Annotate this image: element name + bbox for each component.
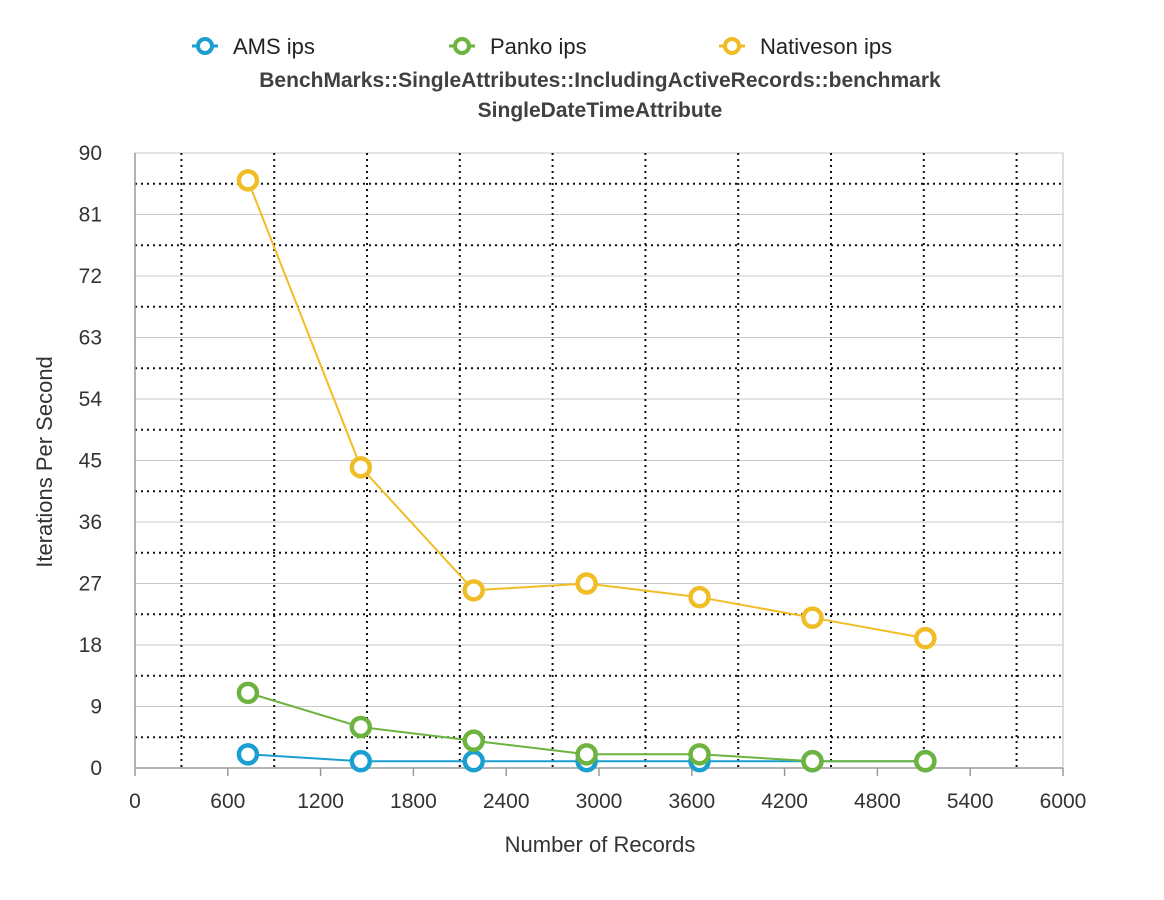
legend-item: Nativeson ips: [719, 34, 892, 59]
legend-label: Panko ips: [490, 34, 587, 59]
y-tick-label: 72: [79, 265, 102, 288]
y-tick-label: 18: [79, 634, 102, 657]
data-point: [914, 749, 937, 773]
series-panko-ips: [236, 681, 937, 773]
plot-area: [134, 152, 1064, 769]
x-tick-label: 6000: [1040, 790, 1087, 813]
series-line: [246, 179, 926, 640]
legend: AMS ips Panko ips Nativeson ips: [192, 34, 892, 59]
x-tick-label: 5400: [947, 790, 994, 813]
data-point: [914, 626, 937, 650]
y-axis-ticks: 0 9 18 27 36 45 54 63 72 81 90: [79, 142, 103, 780]
data-point: [575, 572, 598, 595]
chart-subtitle: SingleDateTimeAttribute: [478, 99, 723, 122]
data-point: [462, 579, 485, 602]
x-tick-label: 3000: [576, 790, 623, 813]
chart-title: BenchMarks::SingleAttributes::IncludingA…: [259, 69, 941, 92]
data-point: [462, 729, 485, 752]
data-point: [801, 749, 824, 773]
x-tick-label: 1200: [297, 790, 344, 813]
legend-item: Panko ips: [449, 34, 587, 59]
y-tick-label: 90: [79, 142, 102, 165]
y-tick-label: 81: [79, 204, 102, 227]
series-nativeson-ips: [236, 169, 937, 650]
data-point: [236, 743, 260, 766]
data-point: [349, 715, 373, 739]
x-tick-label: 0: [129, 790, 141, 813]
data-point: [801, 606, 824, 629]
x-tick-label: 4200: [761, 790, 808, 813]
data-point: [688, 585, 711, 609]
x-tick-label: 3600: [668, 790, 715, 813]
x-tick-label: 4800: [854, 790, 901, 813]
legend-label: AMS ips: [233, 34, 315, 59]
y-tick-label: 9: [90, 696, 102, 719]
x-axis-label: Number of Records: [505, 832, 696, 857]
data-point: [349, 456, 373, 479]
y-tick-label: 27: [79, 573, 102, 596]
y-tick-label: 63: [79, 327, 102, 350]
data-point: [349, 749, 373, 773]
y-tick-label: 0: [90, 757, 102, 780]
legend-marker: [453, 37, 471, 55]
data-series: [236, 169, 937, 773]
legend-marker: [196, 37, 214, 55]
y-axis-label: Iterations Per Second: [32, 356, 57, 568]
y-tick-label: 45: [79, 450, 102, 473]
legend-label: Nativeson ips: [760, 34, 892, 59]
y-tick-label: 54: [79, 388, 103, 411]
x-tick-label: 2400: [483, 790, 530, 813]
data-point: [236, 681, 260, 705]
x-tick-label: 600: [210, 790, 245, 813]
legend-item: AMS ips: [192, 34, 315, 59]
y-tick-label: 36: [79, 511, 102, 534]
data-point: [462, 749, 485, 773]
x-tick-label: 1800: [390, 790, 437, 813]
data-point: [575, 743, 598, 766]
legend-marker: [723, 37, 741, 55]
x-axis-ticks: 0 600 1200 1800 2400 3000 3600 4200 4800 5400 6000: [129, 768, 1086, 813]
data-point: [688, 743, 711, 766]
data-point: [236, 169, 260, 192]
